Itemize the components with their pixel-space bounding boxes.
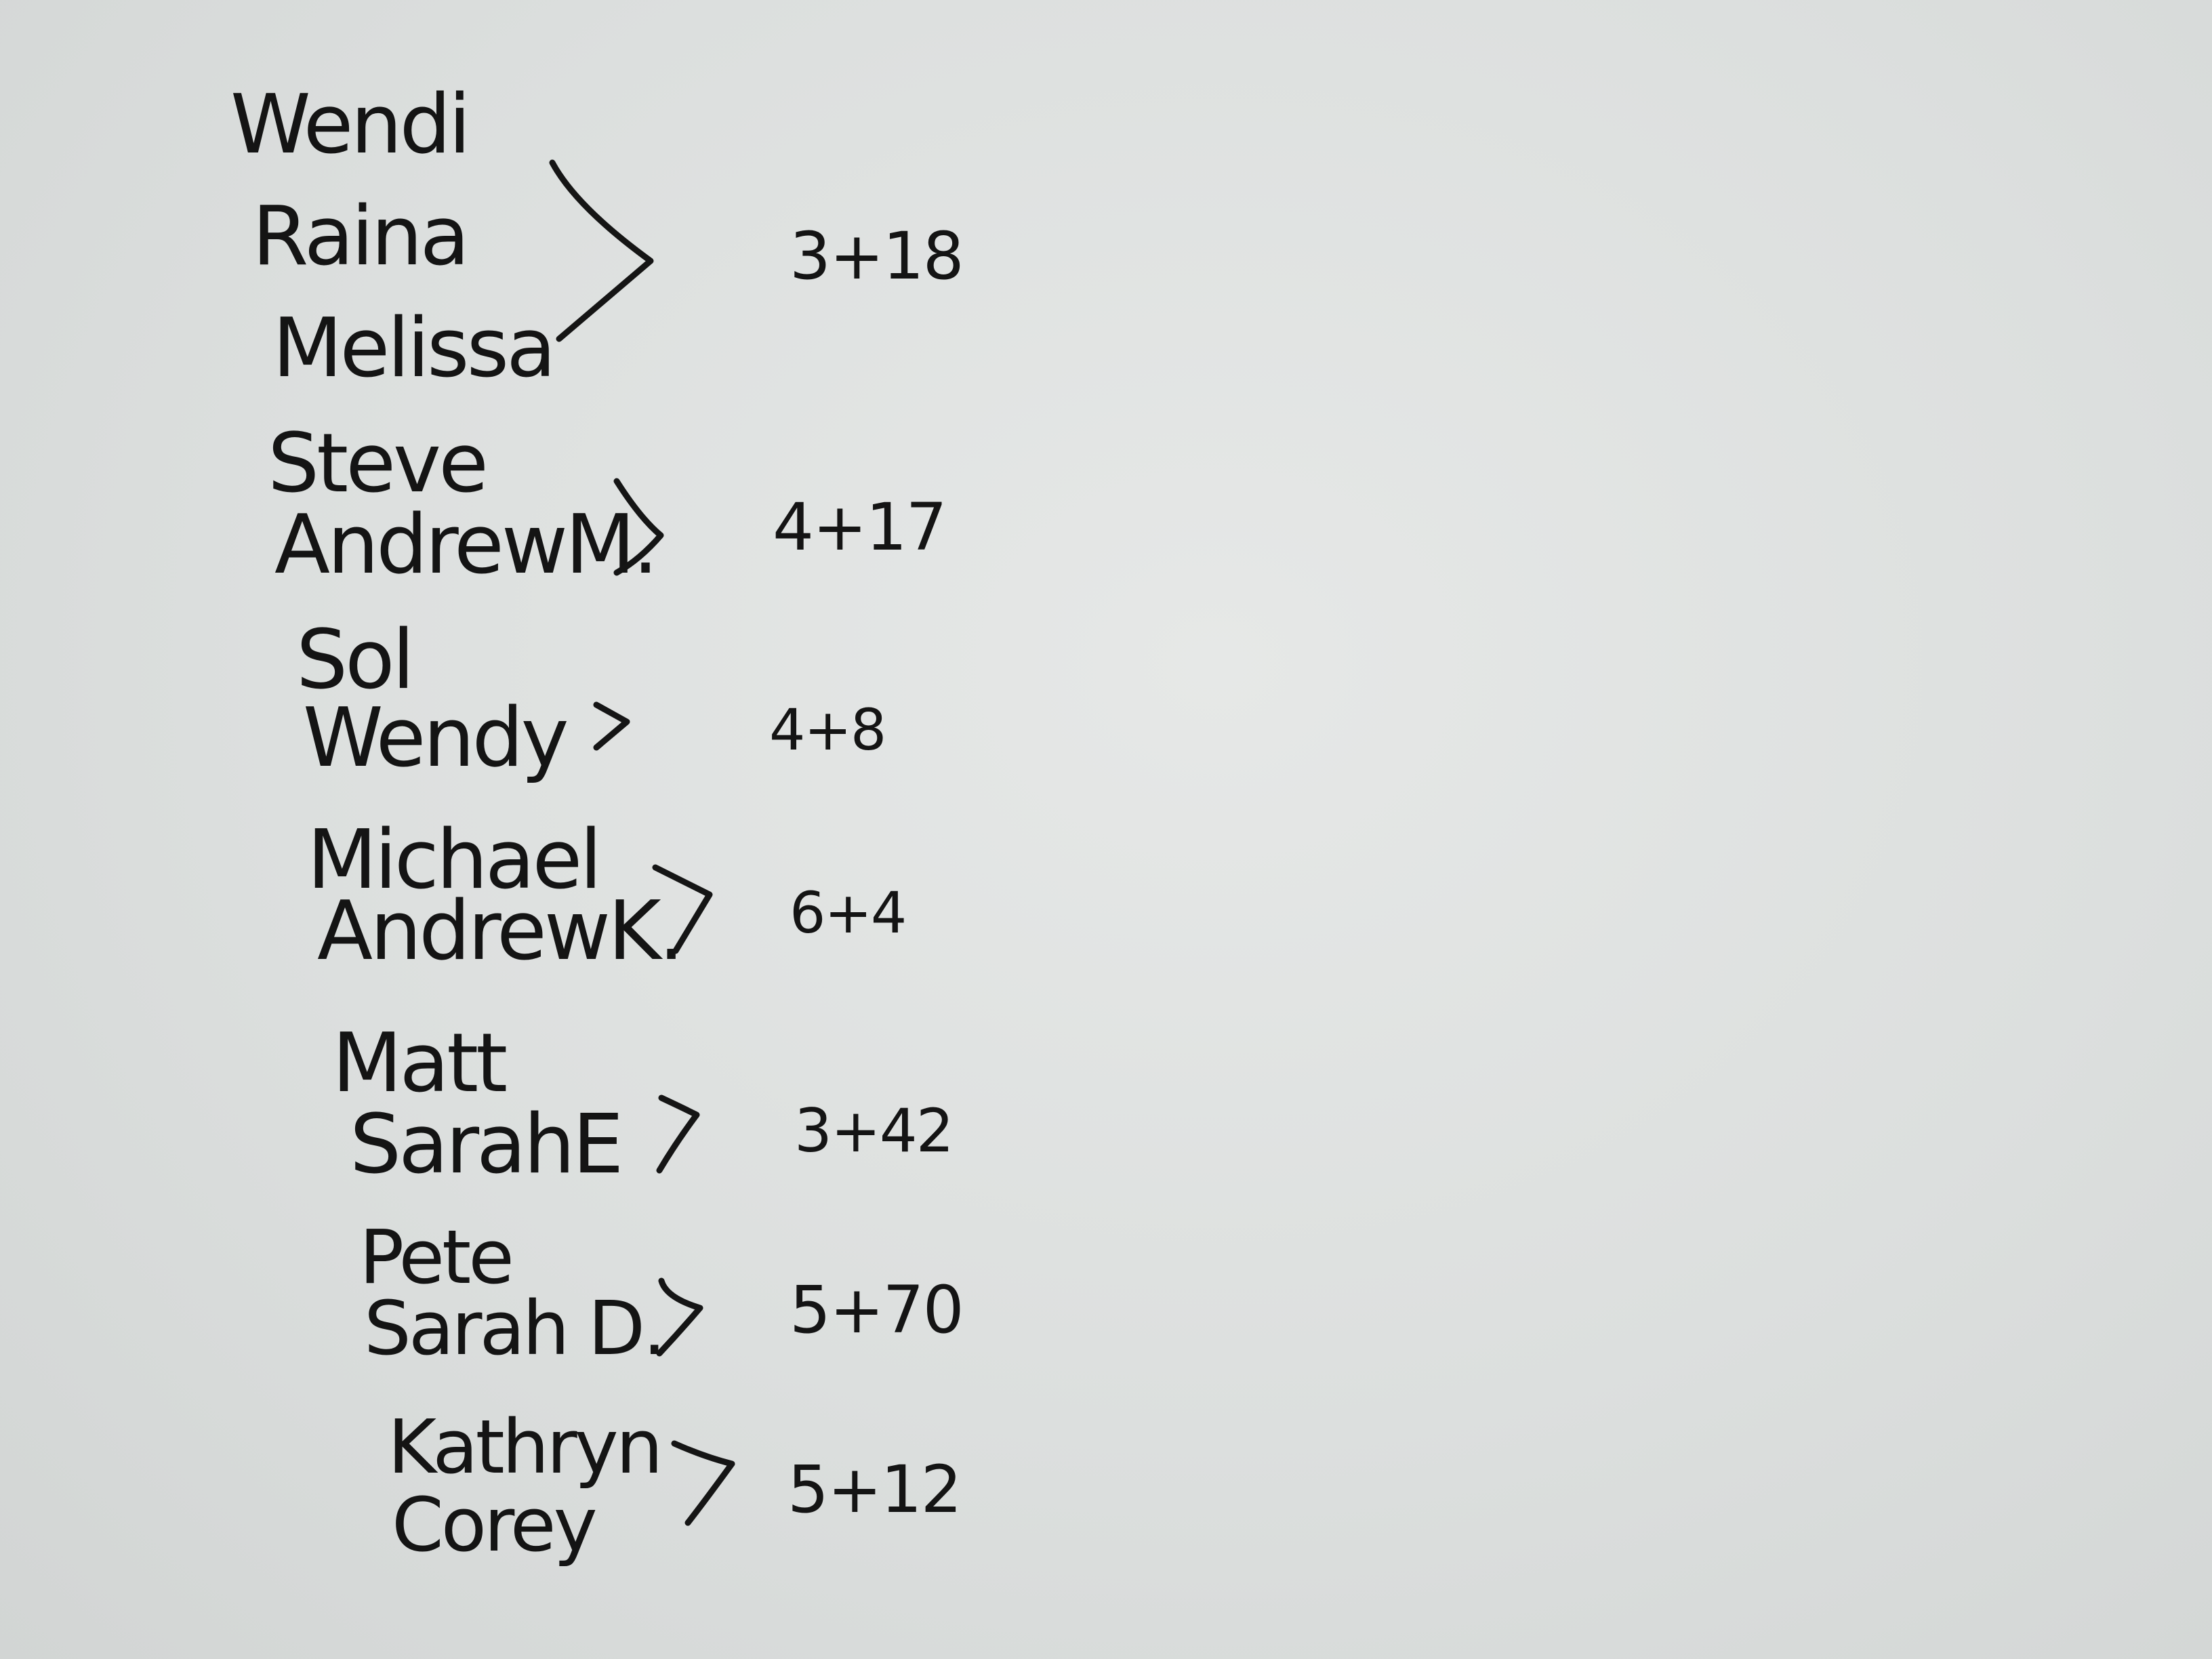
sum-value: 5+70 bbox=[790, 1272, 964, 1348]
sum-value: 5+12 bbox=[787, 1452, 962, 1528]
name-andrew-k: AndrewK. bbox=[317, 884, 684, 979]
bracket-icon bbox=[613, 478, 664, 576]
name-corey: Corey bbox=[392, 1481, 598, 1568]
bracket-icon bbox=[652, 864, 713, 954]
bracket-icon bbox=[593, 701, 630, 751]
sum-value: 4+8 bbox=[769, 697, 886, 763]
name-sarah-e: SarahE bbox=[350, 1098, 623, 1192]
sum-value: 3+18 bbox=[790, 218, 964, 294]
name-wendy: Wendy bbox=[303, 691, 569, 785]
name-wendi: Wendi bbox=[230, 78, 471, 172]
bracket-icon bbox=[549, 159, 654, 342]
name-kathryn: Kathryn bbox=[388, 1404, 663, 1490]
sum-value: 3+42 bbox=[794, 1096, 954, 1166]
bracket-icon bbox=[656, 1094, 700, 1174]
bracket-icon bbox=[656, 1277, 703, 1357]
name-raina: Raina bbox=[252, 190, 470, 284]
bracket-icon bbox=[671, 1440, 735, 1526]
sum-value: 4+17 bbox=[773, 489, 947, 565]
name-sarah-d: Sarah D. bbox=[364, 1285, 666, 1372]
sum-value: 6+4 bbox=[790, 880, 907, 946]
name-steve: Steve bbox=[268, 417, 489, 511]
name-melissa: Melissa bbox=[272, 302, 556, 396]
name-michael: Michael bbox=[307, 813, 602, 907]
name-pete: Pete bbox=[359, 1214, 514, 1300]
name-andrew-m: AndrewM. bbox=[274, 498, 659, 592]
name-sol: Sol bbox=[296, 613, 415, 708]
name-matt: Matt bbox=[332, 1017, 508, 1111]
